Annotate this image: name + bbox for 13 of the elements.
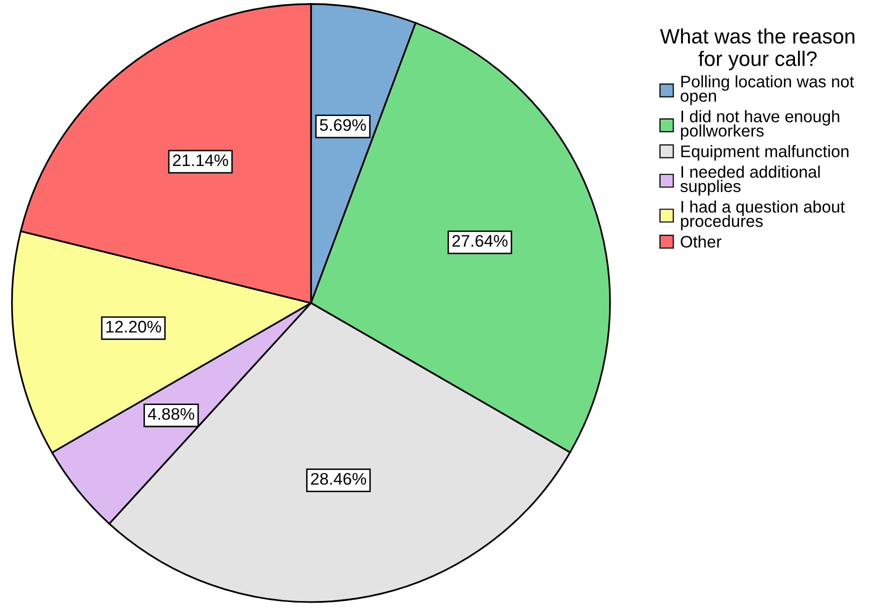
data-label: 12.20% <box>106 320 162 333</box>
data-label: 28.46% <box>311 472 366 485</box>
legend-label: Equipment malfunction <box>681 145 848 161</box>
legend-label: I needed additional supplies <box>680 166 820 196</box>
legend-label: I had a question about procedures <box>681 200 845 230</box>
legend-label: Other <box>680 235 722 248</box>
legend-label: I did not have enough pollworkers <box>681 110 840 140</box>
legend-title: What was the reason for your call? <box>660 28 854 70</box>
data-label: 4.88% <box>148 408 194 420</box>
data-label: 21.14% <box>173 154 228 166</box>
data-label: 5.69% <box>320 119 366 131</box>
legend-label: Polling location was not open <box>680 75 854 106</box>
data-label: 27.64% <box>452 234 508 247</box>
